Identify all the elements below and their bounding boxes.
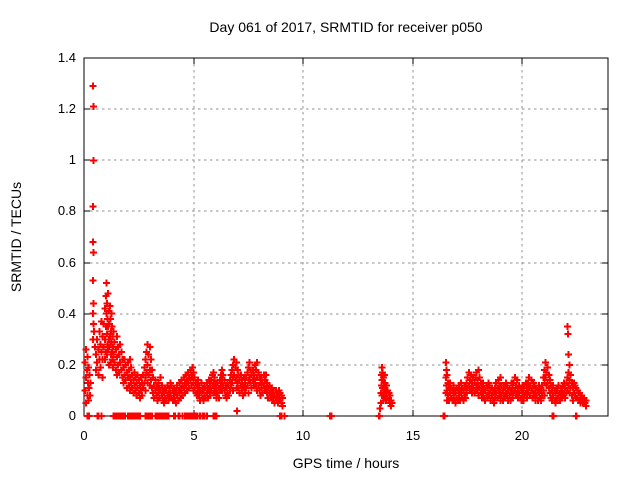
data-points <box>81 82 590 420</box>
x-tick-label: 10 <box>295 428 311 443</box>
y-tick-label: 1 <box>68 152 76 167</box>
y-tick-label: 1.2 <box>57 101 76 116</box>
chart-title: Day 061 of 2017, SRMTID for receiver p05… <box>209 19 483 35</box>
x-axis-label: GPS time / hours <box>292 455 400 471</box>
y-tick-label: 0.6 <box>57 255 76 270</box>
tick-marks <box>83 57 608 417</box>
x-tick-label: 5 <box>190 428 198 443</box>
y-tick-label: 0.2 <box>57 357 76 372</box>
y-tick-label: 1.4 <box>57 50 76 65</box>
y-tick-label: 0.4 <box>57 306 76 321</box>
y-tick-label: 0.8 <box>57 203 76 218</box>
grid-lines <box>84 58 608 416</box>
x-tick-label: 20 <box>514 428 530 443</box>
x-tick-label: 15 <box>405 428 421 443</box>
y-tick-label: 0 <box>68 408 76 423</box>
x-tick-label: 0 <box>80 428 88 443</box>
plot-border <box>83 57 609 417</box>
